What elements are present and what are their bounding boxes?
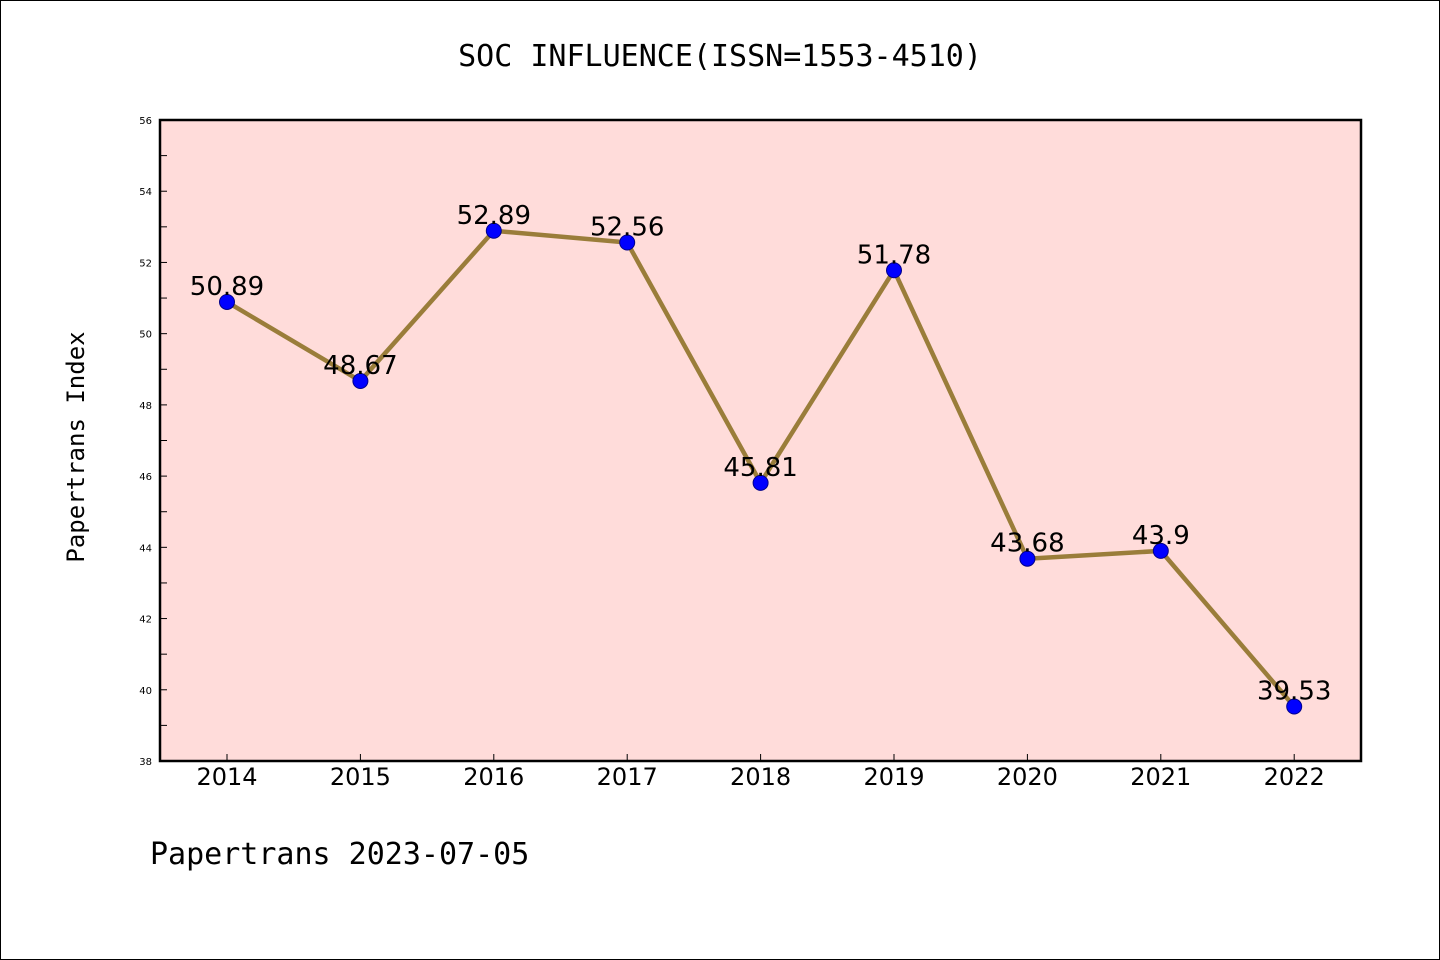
x-tick-label: 2016 <box>463 763 524 791</box>
x-tick-label: 2019 <box>863 763 924 791</box>
data-label: 43.9 <box>1132 521 1190 551</box>
x-axis: 2014 2015 2016 2017 2018 2019 2020 2021 2022 <box>196 754 1325 791</box>
data-point <box>1286 698 1303 715</box>
x-tick-label: 2018 <box>730 763 791 791</box>
y-tick-label: 56 <box>139 116 152 127</box>
data-point <box>752 474 769 491</box>
x-tick-label: 2014 <box>196 763 257 791</box>
x-tick-label: 2015 <box>330 763 391 791</box>
y-tick-label: 50 <box>139 330 152 341</box>
y-tick-label: 48 <box>139 401 152 412</box>
data-labels: 50.89 48.67 52.89 52.56 45.81 51.78 43.68 43.9 3… <box>190 201 1332 707</box>
y-tick-label: 44 <box>139 543 152 554</box>
x-tick-label: 2020 <box>997 763 1058 791</box>
y-axis-label: Papertrans Index <box>62 331 90 562</box>
y-tick-label: 46 <box>139 472 152 483</box>
chart-title: SOC INFLUENCE(ISSN=1553-4510) <box>458 39 982 74</box>
data-point <box>1019 550 1036 567</box>
data-label: 50.89 <box>190 272 264 302</box>
data-point <box>485 222 502 239</box>
y-tick-label: 40 <box>139 686 152 697</box>
plot-area <box>160 120 1361 761</box>
data-label: 45.81 <box>723 453 797 483</box>
footer-text: Papertrans 2023-07-05 <box>150 837 529 872</box>
x-tick-label: 2017 <box>597 763 658 791</box>
data-point <box>1152 542 1169 559</box>
data-point <box>886 262 902 279</box>
y-tick-label: 54 <box>139 187 152 198</box>
y-tick-label: 38 <box>139 757 152 768</box>
data-point <box>219 293 235 310</box>
plot-border <box>158 118 1363 763</box>
data-label: 39.53 <box>1257 677 1331 707</box>
data-point <box>619 234 636 251</box>
x-tick-label: 2021 <box>1130 763 1191 791</box>
data-label: 48.67 <box>323 351 397 381</box>
y-tick-label: 52 <box>139 258 152 269</box>
data-label: 52.89 <box>457 201 531 231</box>
x-tick-label: 2022 <box>1264 763 1325 791</box>
y-axis: 38 40 42 44 46 48 50 52 54 56 <box>139 116 167 768</box>
data-label: 51.78 <box>857 240 931 270</box>
y-tick-label: 42 <box>139 615 152 626</box>
data-label: 52.56 <box>590 213 664 243</box>
series-layer <box>219 222 1303 715</box>
data-point <box>352 373 369 390</box>
data-label: 43.68 <box>990 529 1064 559</box>
